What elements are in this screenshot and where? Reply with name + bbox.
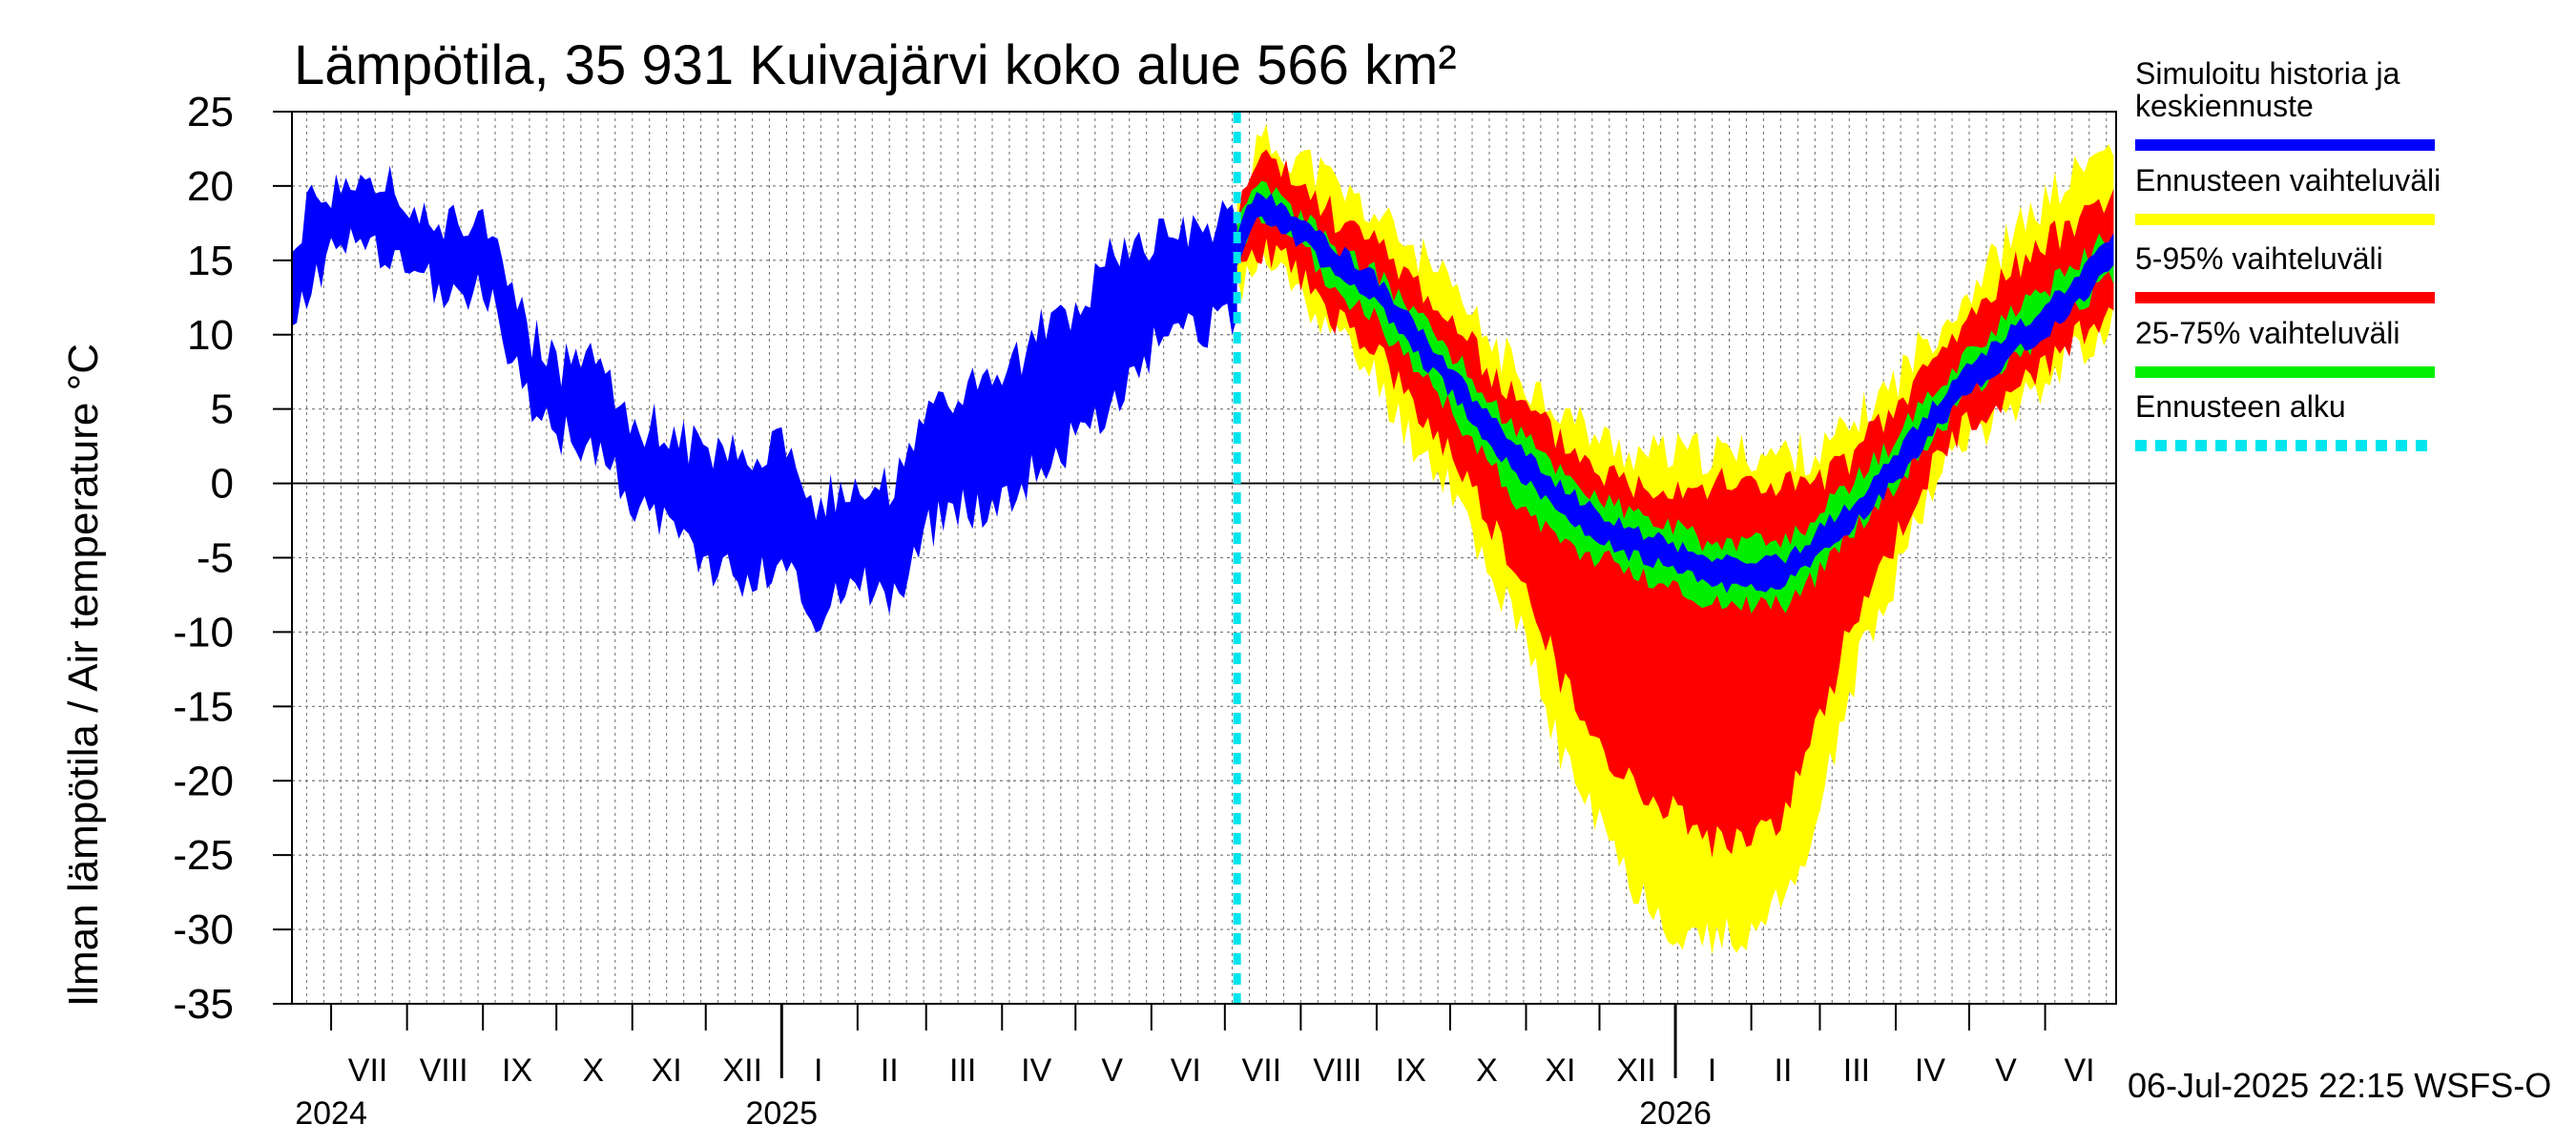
y-tick-label: -15 — [173, 683, 234, 730]
y-tick-label: 25 — [187, 89, 234, 135]
legend-label: Ennusteen vaihteluväli — [2135, 163, 2441, 198]
y-tick-label: 20 — [187, 163, 234, 210]
y-tick-label: -35 — [173, 981, 234, 1028]
y-tick-label: 0 — [211, 461, 234, 508]
month-label: I — [1708, 1052, 1716, 1089]
y-tick-label: -5 — [197, 535, 234, 582]
y-tick-label: 15 — [187, 238, 234, 284]
plot-frame — [291, 111, 2117, 1005]
legend-label: Simuloitu historia ja — [2135, 56, 2400, 91]
month-label: XII — [1616, 1052, 1656, 1089]
month-label: XII — [722, 1052, 762, 1089]
month-label: V — [1101, 1052, 1123, 1089]
y-tick-label: -25 — [173, 832, 234, 879]
month-label: X — [1476, 1052, 1498, 1089]
legend-label: Ennusteen alku — [2135, 389, 2346, 424]
month-label: VI — [2064, 1052, 2094, 1089]
month-label: VIII — [1313, 1052, 1361, 1089]
month-label: VII — [1242, 1052, 1282, 1089]
p25-75-band — [1236, 180, 2114, 614]
month-label: III — [949, 1052, 976, 1089]
month-label: I — [814, 1052, 822, 1089]
month-label: IX — [1396, 1052, 1426, 1089]
band-layer — [1236, 123, 2114, 955]
month-label: VIII — [420, 1052, 468, 1089]
y-tick-label: -20 — [173, 758, 234, 804]
chart-title: Lämpötila, 35 931 Kuivajärvi koko alue 5… — [294, 34, 1457, 96]
month-label: VII — [348, 1052, 388, 1089]
month-label: X — [582, 1052, 604, 1089]
year-label: 2026 — [1639, 1095, 1712, 1132]
year-label: 2025 — [745, 1095, 818, 1132]
legend-label: 5-95% vaihteluväli — [2135, 241, 2383, 276]
legend-label: keskiennuste — [2135, 89, 2314, 123]
month-label: IV — [1915, 1052, 1945, 1089]
month-label: IX — [502, 1052, 532, 1089]
y-tick-label: -10 — [173, 609, 234, 656]
line-layer — [292, 112, 1241, 1004]
month-label: IV — [1021, 1052, 1051, 1089]
footer-timestamp: 06-Jul-2025 22:15 WSFS-O — [2128, 1066, 2551, 1105]
p5-95-band — [1236, 149, 2114, 858]
month-label: XI — [1545, 1052, 1575, 1089]
month-label: V — [1995, 1052, 2017, 1089]
y-axis-label: Ilman lämpötila / Air temperature °C — [60, 344, 107, 1007]
month-label: XI — [652, 1052, 682, 1089]
legend-label: 25-75% vaihteluväli — [2135, 316, 2400, 350]
month-label: III — [1843, 1052, 1870, 1089]
month-label: VI — [1171, 1052, 1201, 1089]
y-tick-label: 5 — [211, 386, 234, 433]
month-label: II — [881, 1052, 899, 1089]
month-label: II — [1775, 1052, 1793, 1089]
y-tick-label: -30 — [173, 906, 234, 953]
history-band — [292, 165, 1237, 634]
year-label: 2024 — [295, 1095, 367, 1132]
y-tick-label: 10 — [187, 312, 234, 359]
